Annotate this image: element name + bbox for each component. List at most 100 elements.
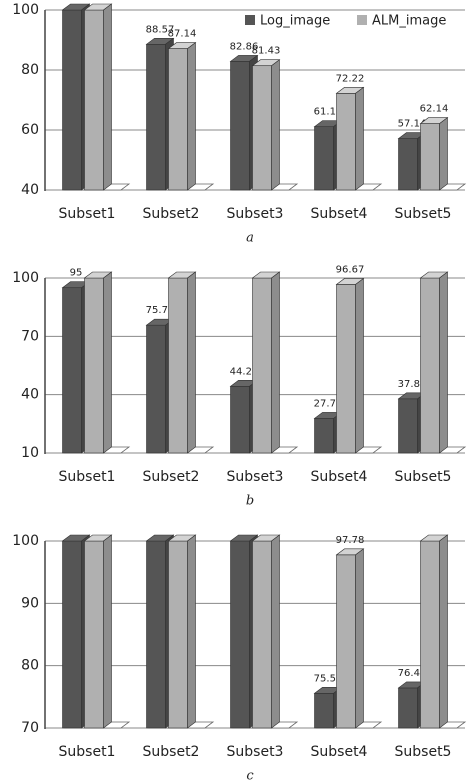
y-tick-label: 70	[21, 720, 39, 736]
x-tick-label: Subset3	[227, 469, 284, 485]
bar	[84, 277, 104, 454]
legend-label: Log_image	[260, 14, 330, 29]
bar-side	[271, 271, 280, 454]
value-label: 96.67	[336, 264, 365, 275]
bar-side	[439, 116, 448, 191]
bar	[252, 277, 272, 454]
y-tick-label: 10	[21, 445, 39, 461]
legend-swatch	[245, 15, 255, 25]
bar-side	[103, 534, 112, 729]
bar-side	[355, 548, 364, 729]
value-label: 75.56	[314, 673, 343, 684]
bar	[62, 287, 82, 454]
x-tick-label: Subset3	[227, 206, 284, 222]
y-tick-label: 100	[12, 270, 39, 286]
bar-side	[439, 271, 448, 454]
y-tick-label: 90	[21, 595, 39, 611]
y-tick-label: 60	[21, 122, 39, 138]
bar	[230, 386, 250, 454]
bar-side	[439, 534, 448, 729]
bar-side	[103, 271, 112, 454]
x-tick-label: Subset5	[395, 206, 452, 222]
value-label: 88.57	[146, 24, 175, 35]
bar-side	[187, 41, 196, 191]
bar	[420, 123, 440, 191]
x-tick-label: Subset5	[395, 744, 452, 760]
value-label: 62.14	[420, 104, 449, 115]
bar-side	[187, 271, 196, 454]
legend-label: ALM_image	[372, 14, 446, 29]
y-tick-label: 40	[21, 387, 39, 403]
caption: b	[246, 494, 254, 509]
y-tick-label: 80	[21, 62, 39, 78]
bar	[398, 687, 418, 729]
x-tick-label: Subset3	[227, 744, 284, 760]
bar	[168, 277, 188, 454]
bar	[146, 43, 166, 191]
legend-swatch	[357, 15, 367, 25]
bar	[62, 9, 82, 191]
value-label: 82.86	[230, 41, 259, 52]
bar	[336, 284, 356, 454]
caption: a	[246, 231, 254, 246]
bar	[420, 277, 440, 454]
value-label: 72.22	[336, 73, 365, 84]
x-tick-label: Subset1	[59, 744, 116, 760]
bar-side	[103, 3, 112, 191]
value-label: 87.14	[168, 29, 197, 40]
bar	[252, 65, 272, 191]
chart: 70 80 90 100 Subset1 Subset2 Subset3 Subset4 75.…	[12, 533, 467, 783]
value-label: 61.11	[314, 107, 343, 118]
y-tick-label: 40	[21, 182, 39, 198]
bar	[168, 540, 188, 729]
x-tick-label: Subset2	[143, 206, 200, 222]
value-label: 95	[70, 268, 83, 279]
bar-side	[271, 534, 280, 729]
y-tick-label: 100	[12, 2, 39, 18]
bar	[84, 540, 104, 729]
bar	[398, 138, 418, 191]
bar	[62, 540, 82, 729]
bar	[230, 540, 250, 729]
value-label: 44.29	[230, 366, 259, 377]
caption: c	[246, 769, 254, 783]
value-label: 37.86	[398, 379, 427, 390]
bar	[168, 48, 188, 191]
x-tick-label: Subset2	[143, 744, 200, 760]
bar	[252, 540, 272, 729]
x-tick-label: Subset4	[311, 744, 368, 760]
bar	[230, 61, 250, 191]
bar	[420, 540, 440, 729]
value-label: 97.78	[336, 535, 365, 546]
value-label: 76.43	[398, 668, 427, 679]
bar	[314, 693, 334, 729]
y-tick-label: 70	[21, 328, 39, 344]
x-tick-label: Subset5	[395, 469, 452, 485]
bar	[84, 9, 104, 191]
value-label: 27.78	[314, 398, 343, 409]
bar	[146, 540, 166, 729]
bar	[314, 418, 334, 454]
bar-side	[271, 59, 280, 191]
bar-side	[187, 534, 196, 729]
bar	[314, 126, 334, 191]
chart: 10 40 70 100 Subset1 95 Subset2 75.71 Subset3 44.…	[12, 264, 467, 509]
y-tick-label: 100	[12, 533, 39, 549]
value-label: 81.43	[252, 46, 281, 57]
value-label: 57.14	[398, 119, 427, 130]
bar-side	[355, 277, 364, 454]
y-tick-label: 80	[21, 658, 39, 674]
x-tick-label: Subset1	[59, 469, 116, 485]
x-tick-label: Subset2	[143, 469, 200, 485]
bar	[336, 554, 356, 729]
bar	[398, 398, 418, 454]
bar	[146, 324, 166, 454]
bar-side	[355, 86, 364, 191]
bar	[336, 93, 356, 191]
value-label: 75.71	[146, 305, 175, 316]
x-tick-label: Subset1	[59, 206, 116, 222]
x-tick-label: Subset4	[311, 206, 368, 222]
x-tick-label: Subset4	[311, 469, 368, 485]
